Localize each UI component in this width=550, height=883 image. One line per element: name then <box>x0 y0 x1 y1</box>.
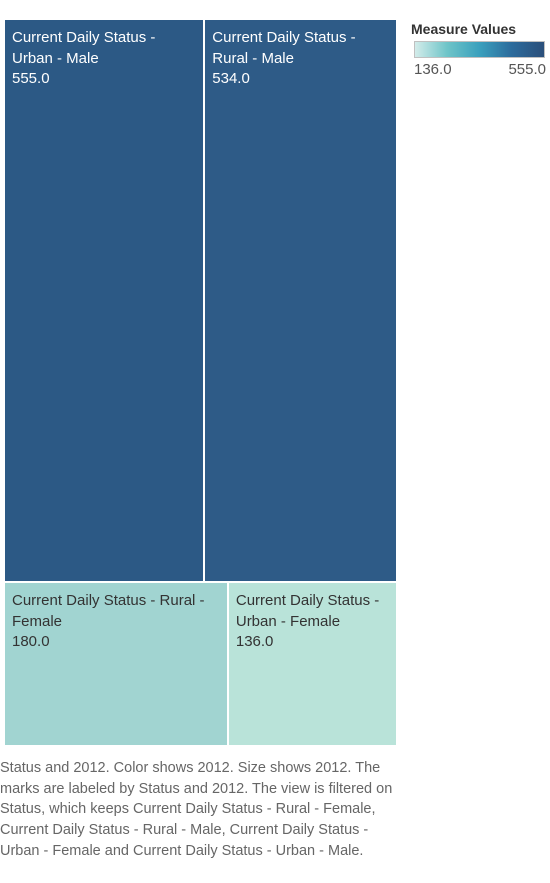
tile-value: 180.0 <box>12 633 50 651</box>
tile-category-text: Current Daily Status - Rural - <box>12 592 205 610</box>
legend-max-label: 555.0 <box>508 61 546 78</box>
legend-title: Measure Values <box>411 21 517 37</box>
tile-category-text: Current Daily Status - <box>235 592 380 610</box>
tile-category-text: Rural - Male <box>212 49 294 67</box>
legend-color-gradient <box>414 41 545 58</box>
tile-label: Current Daily Status - Urban - Female 136.… <box>236 591 379 653</box>
tile-label: Current Daily Status - Rural - Female 180.… <box>12 591 205 653</box>
tile-category-text: Urban - Male <box>12 49 99 67</box>
treemap-tile[interactable]: Current Daily Status - Urban - Female 136.… <box>227 582 397 746</box>
tile-category-text: Current Daily Status - <box>212 29 356 46</box>
treemap-tile[interactable]: Current Daily Status - Rural - Female 180.… <box>4 582 228 746</box>
treemap-tile[interactable]: Current Daily Status - Urban - Male 555.0 <box>4 19 205 583</box>
tile-value: 555.0 <box>12 70 50 87</box>
tile-label: Current Daily Status - Urban - Male 555.0 <box>12 28 155 90</box>
treemap-chart: Current Daily Status - Urban - Male 555.0 C… <box>4 19 397 746</box>
tile-value: 136.0 <box>235 633 274 651</box>
chart-caption: Status and 2012. Color shows 2012. Size … <box>0 760 393 859</box>
tile-label: Current Daily Status - Rural - Male 534.0 <box>212 28 355 90</box>
tile-category-text: Current Daily Status - <box>12 29 156 46</box>
legend-min-label: 136.0 <box>414 61 452 78</box>
treemap-tile[interactable]: Current Daily Status - Rural - Male 534.0 <box>204 19 397 583</box>
tile-category-text: Urban - Female <box>235 612 341 630</box>
tile-value: 534.0 <box>212 70 250 87</box>
tile-category-text: Female <box>12 612 63 630</box>
